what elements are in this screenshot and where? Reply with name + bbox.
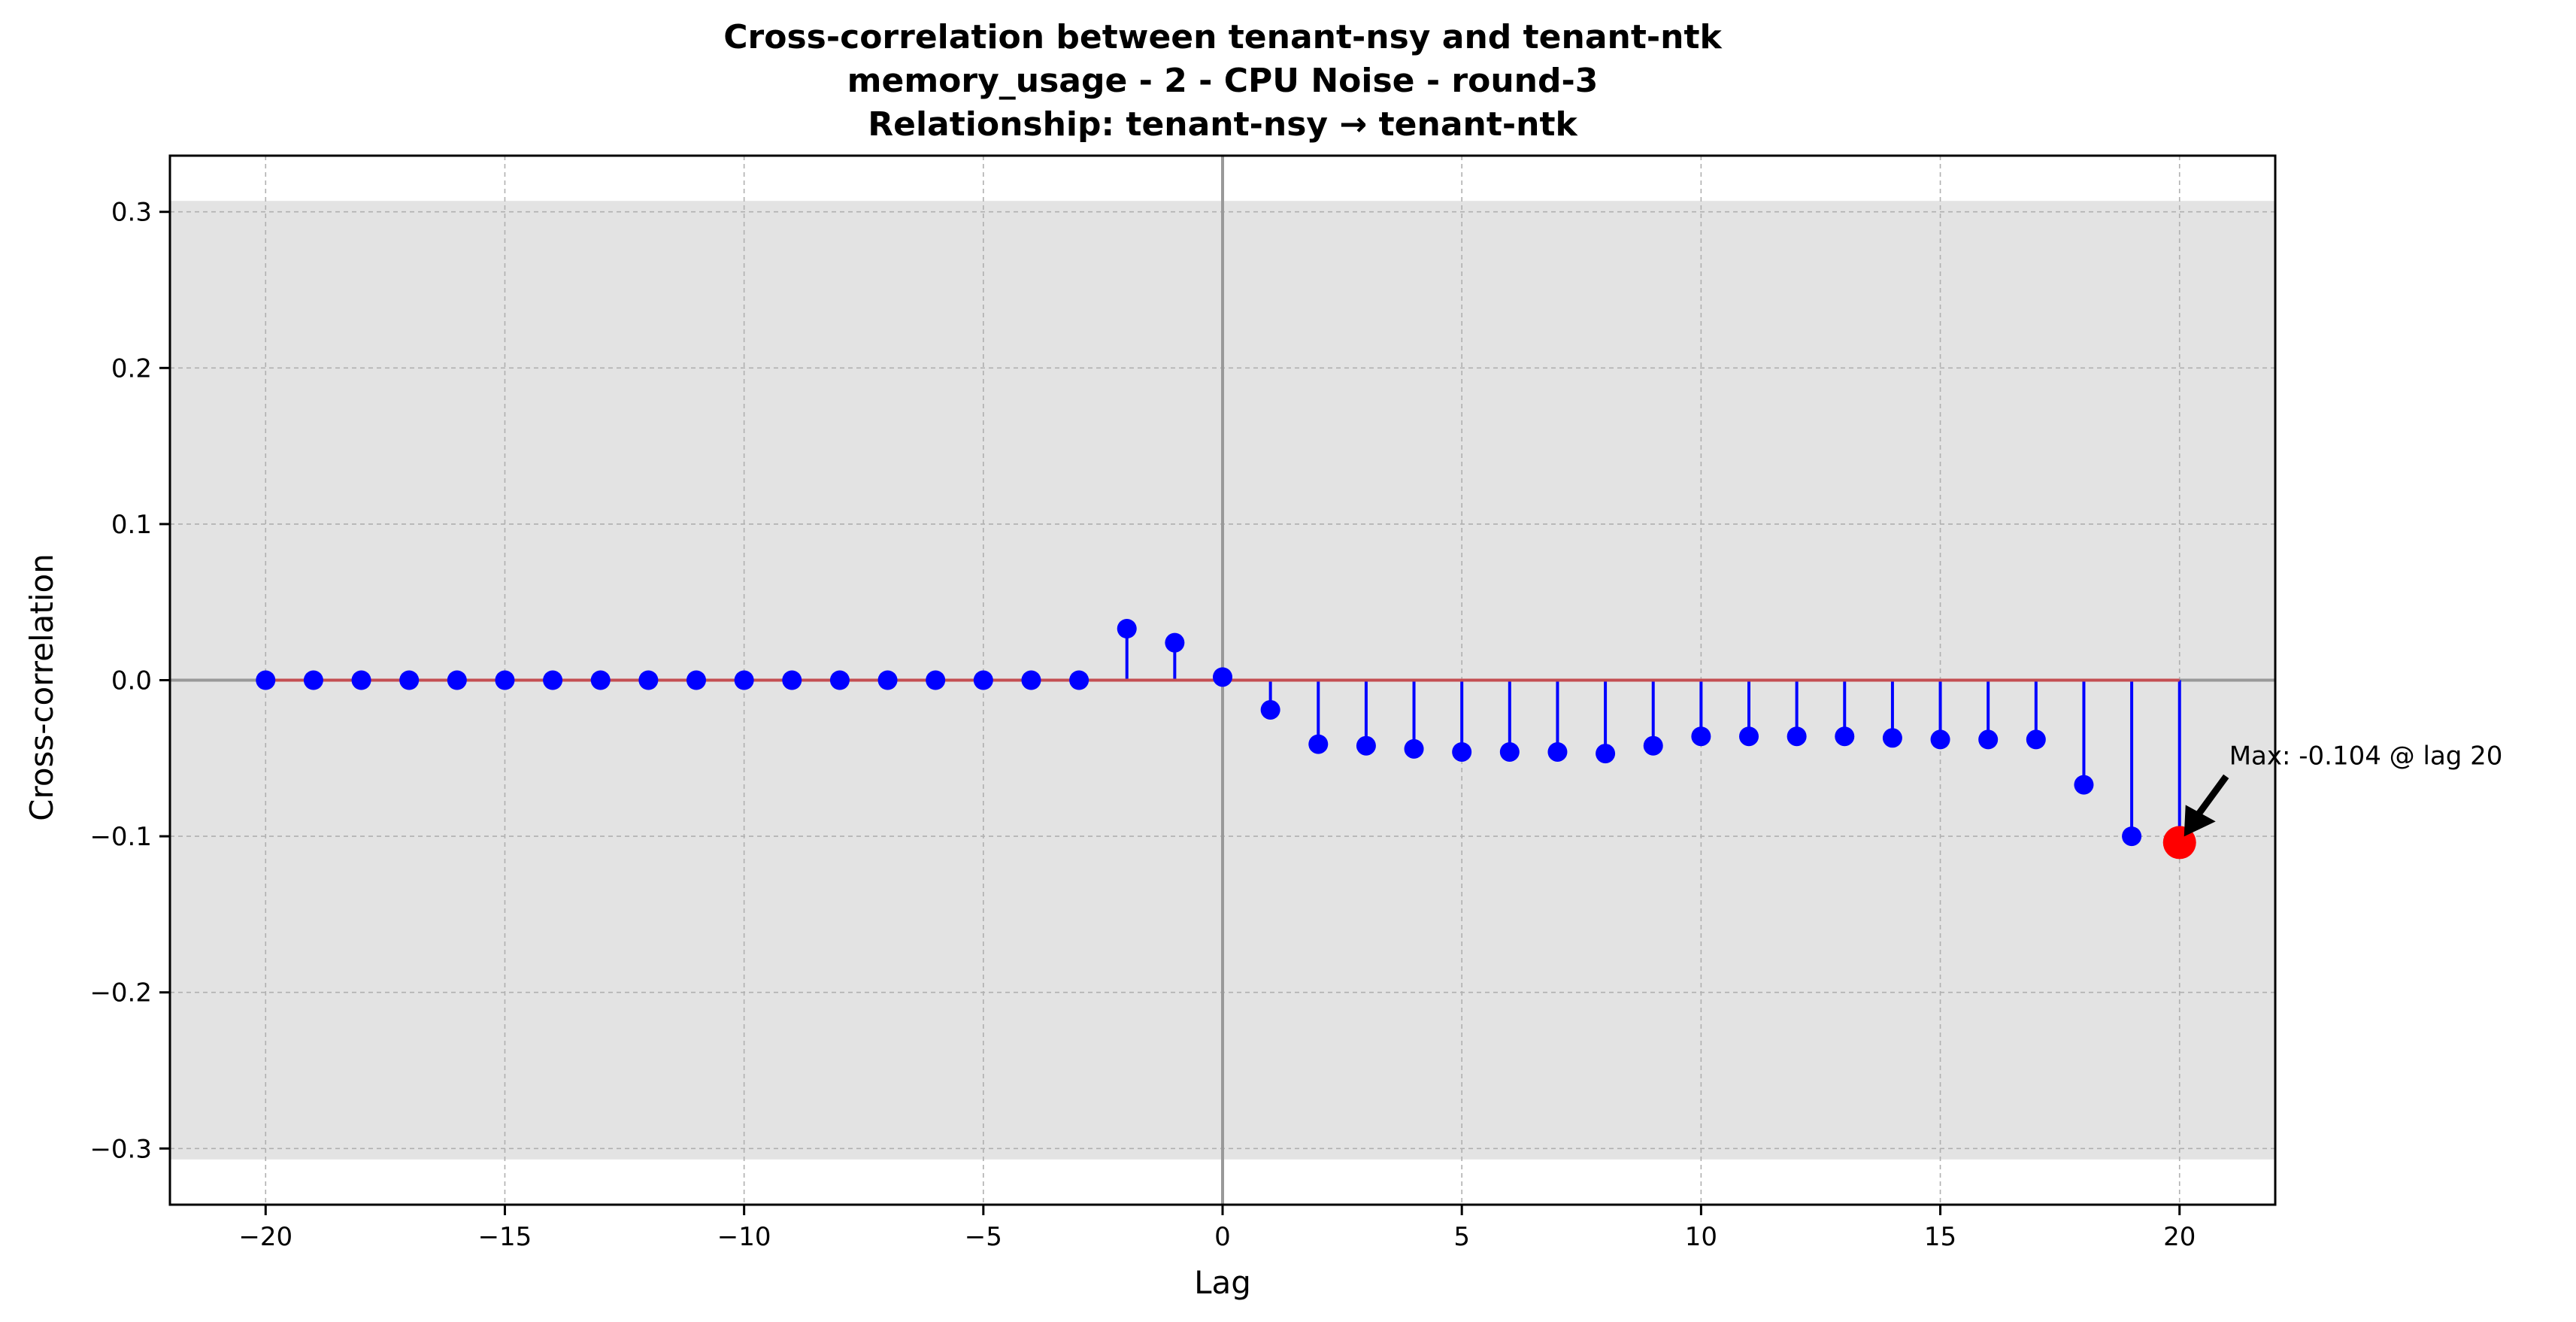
stem-marker xyxy=(1978,729,1999,750)
stem-marker xyxy=(2122,826,2142,847)
stem-marker xyxy=(1930,729,1950,750)
stem-marker xyxy=(1691,726,1711,747)
annotation-arrowhead xyxy=(2184,805,2216,837)
annotation-arrow-shaft xyxy=(2195,774,2229,818)
stem-marker xyxy=(1499,741,1520,762)
y-axis-label: Cross-correlation xyxy=(23,553,60,821)
y-tick-label: 0.0 xyxy=(111,666,152,696)
chart-title-line-1: Cross-correlation between tenant-nsy and… xyxy=(723,18,1723,56)
stem-marker xyxy=(926,670,946,690)
x-axis-label: Lag xyxy=(1194,1264,1251,1301)
stem-marker xyxy=(543,670,563,690)
y-tick-label: 0.2 xyxy=(111,353,152,384)
stem-marker xyxy=(1835,726,1855,747)
chart-title-line-2: memory_usage - 2 - CPU Noise - round-3 xyxy=(847,62,1599,100)
stem-marker xyxy=(686,670,706,690)
stem-marker xyxy=(1260,699,1280,720)
stem-marker xyxy=(1452,741,1472,762)
stem-marker xyxy=(1213,667,1232,687)
stem-marker xyxy=(734,670,754,690)
stem-marker xyxy=(638,670,659,690)
x-tick-label: 0 xyxy=(1214,1222,1231,1252)
stem-marker xyxy=(2074,775,2094,795)
y-tick-label: −0.3 xyxy=(89,1134,152,1164)
stem-marker xyxy=(303,670,323,690)
x-tick-label: 10 xyxy=(1685,1222,1717,1252)
x-tick-label: −20 xyxy=(238,1222,292,1252)
x-tick-label: 5 xyxy=(1453,1222,1470,1252)
stem-marker xyxy=(1547,741,1568,762)
stem-marker xyxy=(829,670,850,690)
stem-marker xyxy=(1404,738,1424,759)
stem-marker xyxy=(1596,744,1616,764)
stem-marker xyxy=(2026,729,2046,750)
stem-marker xyxy=(782,670,802,690)
x-tick-label: −15 xyxy=(478,1222,532,1252)
stem-marker xyxy=(256,670,276,690)
stem-marker xyxy=(1739,726,1759,747)
chart-title-line-3: Relationship: tenant-nsy → tenant-ntk xyxy=(868,105,1578,144)
stem-marker xyxy=(1165,632,1185,653)
stem-marker xyxy=(1882,728,1902,748)
stem-marker xyxy=(973,670,993,690)
max-annotation: Max: -0.104 @ lag 20 xyxy=(2229,741,2503,771)
plot-area: Max: -0.104 @ lag 20 −20 −15 −10 −5 0 5 10 15 20 0… xyxy=(89,154,2503,1252)
x-tick-label: 15 xyxy=(1924,1222,1956,1252)
x-tick-label: −5 xyxy=(965,1222,1002,1252)
stem-marker xyxy=(351,670,371,690)
stem-marker xyxy=(1787,726,1807,747)
stem-marker xyxy=(1021,670,1041,690)
y-tick-label: −0.2 xyxy=(89,978,152,1008)
y-tick-label: 0.3 xyxy=(111,198,152,228)
stem-marker xyxy=(1643,735,1663,756)
stem-marker xyxy=(399,670,420,690)
stem-marker xyxy=(1356,735,1376,756)
stem-marker xyxy=(495,670,515,690)
stem-marker xyxy=(590,670,611,690)
stem-marker xyxy=(1069,670,1089,690)
y-tick-label: 0.1 xyxy=(111,510,152,540)
stem-marker xyxy=(447,670,467,690)
x-tick-label: 20 xyxy=(2163,1222,2196,1252)
stem-marker xyxy=(877,670,898,690)
stem-marker xyxy=(1117,618,1137,638)
x-tick-label: −10 xyxy=(717,1222,771,1252)
y-tick-label: −0.1 xyxy=(89,822,152,852)
stem-marker xyxy=(1308,734,1329,754)
